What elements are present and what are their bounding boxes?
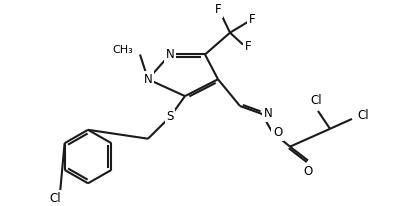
Text: N: N	[165, 48, 175, 61]
Text: Cl: Cl	[357, 109, 369, 122]
Text: F: F	[249, 13, 255, 26]
Text: O: O	[273, 126, 282, 139]
Text: O: O	[303, 165, 312, 178]
Text: Cl: Cl	[49, 192, 61, 205]
Text: Cl: Cl	[310, 94, 322, 107]
Text: F: F	[245, 40, 251, 53]
Text: N: N	[144, 73, 152, 86]
Text: N: N	[264, 108, 273, 121]
Text: CH₃: CH₃	[112, 44, 133, 55]
Text: S: S	[166, 110, 174, 123]
Text: F: F	[215, 4, 221, 16]
